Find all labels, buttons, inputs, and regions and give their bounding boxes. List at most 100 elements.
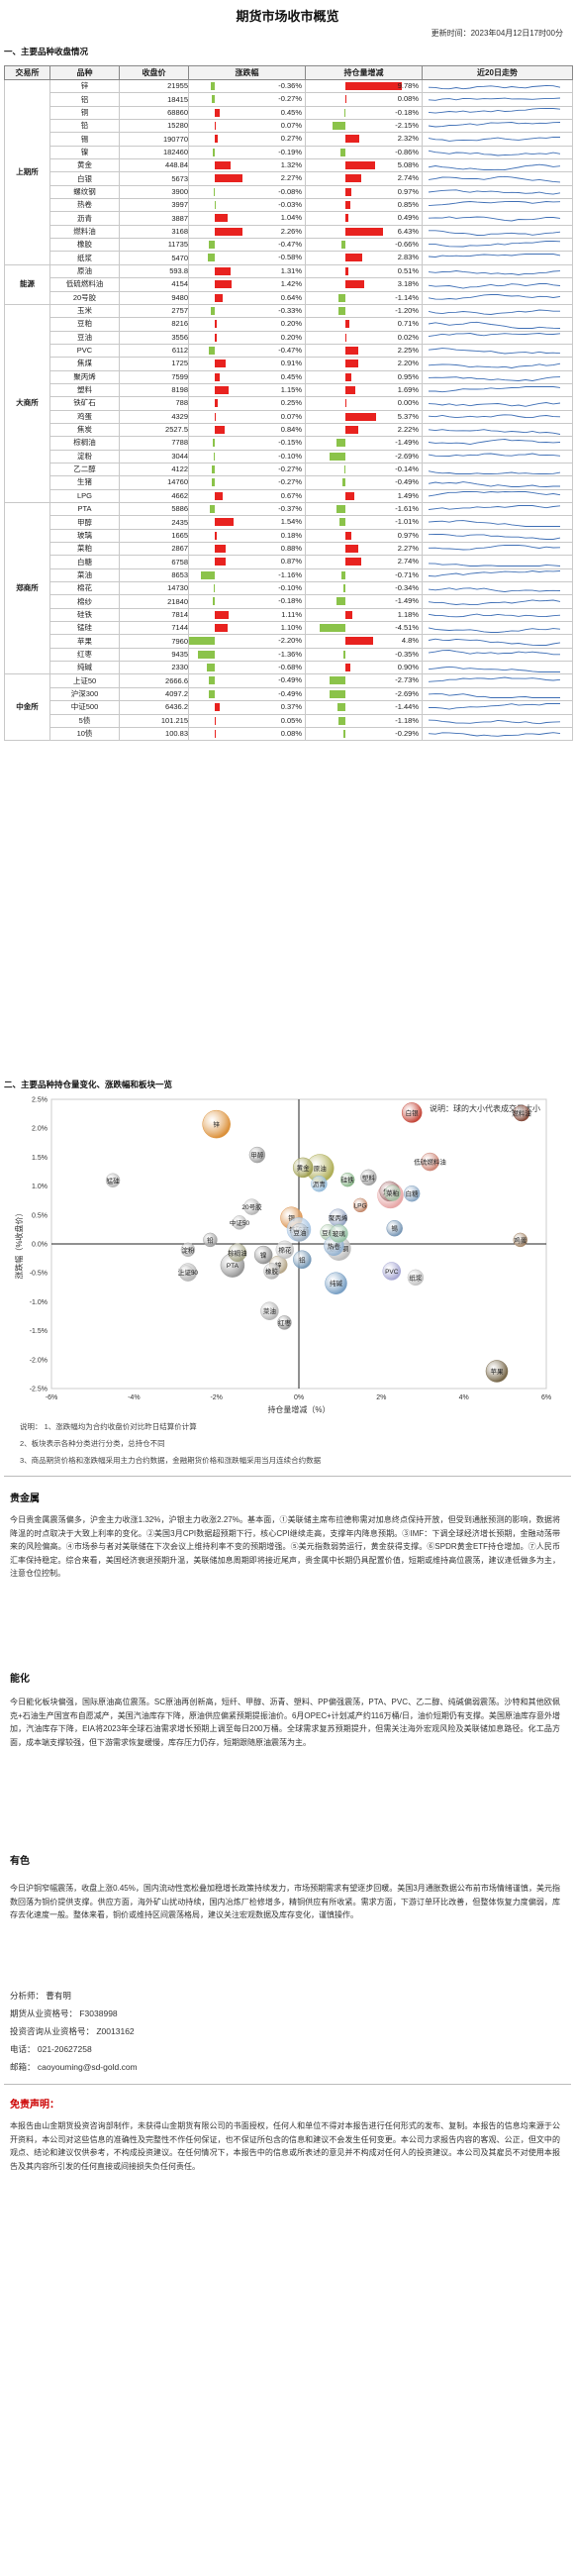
trend-cell <box>422 647 573 663</box>
close-price: 2757 <box>119 303 189 319</box>
change-bar <box>210 505 215 513</box>
trend-cell <box>422 634 573 649</box>
product-name: 玉米 <box>49 303 120 319</box>
change-value: 0.91% <box>280 359 302 368</box>
change-bar <box>215 531 218 540</box>
trend-cell <box>422 238 573 253</box>
change-bar <box>209 676 215 685</box>
bubble-chart: -6% -4% -2% 0% 2% 4% 6% 2.5% 2.0% 1.5% 1.0% 0.5% 0.0… <box>14 1097 551 1415</box>
x-tick-label: -2% <box>210 1394 222 1401</box>
metals-text: 今日贵金属震荡偏多，沪金主力收涨1.32%，沪银主力收涨2.27%。基本面，①美… <box>10 1515 560 1578</box>
oi-value: 0.51% <box>397 265 419 275</box>
y-tick-label: 2.5% <box>32 1097 48 1104</box>
bubble-label: 铝 <box>299 1255 306 1264</box>
bubble-label: 棕榈油 <box>228 1248 247 1257</box>
oi-cell: 2.83% <box>305 251 423 265</box>
change-value: 1.11% <box>281 609 302 619</box>
product-name: PTA <box>49 501 120 517</box>
change-bar <box>210 82 215 90</box>
change-value: -0.08% <box>278 186 302 196</box>
close-price: 6436.2 <box>119 700 189 715</box>
table-row: 塑料 8198 1.15% 1.69% <box>5 382 573 398</box>
change-cell: 0.25% <box>188 396 306 411</box>
oi-bar <box>345 545 359 554</box>
disclaimer-heading: 免责声明： <box>10 2100 59 2111</box>
change-bar <box>215 729 216 738</box>
table-row: 铁矿石 788 0.25% 0.00% <box>5 396 573 411</box>
bubble-label: 淀粉 <box>181 1245 195 1254</box>
change-value: -0.03% <box>278 200 302 210</box>
oi-value: -2.73% <box>395 675 419 685</box>
change-bar <box>215 558 226 567</box>
oi-bar <box>345 280 364 289</box>
change-bar <box>215 703 220 712</box>
y-tick-label: -1.5% <box>30 1328 48 1335</box>
change-cell: 0.84% <box>188 422 306 438</box>
trend-sparkline <box>428 731 561 737</box>
table-row: 锰硅 7144 1.10% -4.51% <box>5 621 573 636</box>
table-row: 玻璃 1665 0.18% 0.97% <box>5 528 573 544</box>
trend-line <box>428 294 561 300</box>
product-name: 豆粕 <box>49 317 120 332</box>
trend-sparkline <box>428 84 561 89</box>
oi-bar <box>345 372 351 381</box>
trend-cell <box>422 224 573 240</box>
change-cell: 0.45% <box>188 369 306 384</box>
change-value: -0.19% <box>278 147 302 156</box>
trend-line <box>428 599 561 606</box>
x-tick-label: 4% <box>459 1394 469 1401</box>
trend-line <box>428 254 561 258</box>
oi-value: 4.8% <box>401 636 419 646</box>
table-row: 橡胶 11735 -0.47% -0.66% <box>5 238 573 253</box>
col-header-product: 品种 <box>49 65 120 80</box>
product-name: 玻璃 <box>49 528 120 544</box>
trend-sparkline <box>428 414 561 419</box>
oi-cell: 0.97% <box>305 528 423 544</box>
table-row: 燃料油 3168 2.26% 6.43% <box>5 224 573 240</box>
trend-line <box>428 638 561 647</box>
oi-value: -1.61% <box>395 504 419 513</box>
oi-bar <box>345 491 354 500</box>
oi-value: -4.51% <box>395 623 419 633</box>
product-name: 棉花 <box>49 581 120 596</box>
bubble-label: 玻璃 <box>333 1229 346 1238</box>
trend-cell <box>422 594 573 609</box>
col-header-exchange: 交易所 <box>4 65 50 80</box>
trend-cell <box>422 700 573 715</box>
oi-cell: -0.66% <box>305 238 423 253</box>
change-cell: 0.07% <box>188 119 306 134</box>
table-row: 焦煤 1725 0.91% 2.20% <box>5 357 573 371</box>
table-row: 镍 182460 -0.19% -0.86% <box>5 145 573 160</box>
bubble-label: 低硫燃料油 <box>414 1158 446 1167</box>
change-cell: 1.32% <box>188 158 306 173</box>
table-row: 菜油 8653 -1.16% -0.71% <box>5 567 573 583</box>
change-bar <box>215 108 221 117</box>
trend-line <box>428 719 561 725</box>
table-row: 上期所锌 21955 -0.36% 9.78% <box>4 78 573 265</box>
product-name: 原油 <box>49 263 120 279</box>
product-name: 淀粉 <box>49 449 120 464</box>
close-price: 3168 <box>119 224 189 240</box>
change-bar <box>215 266 231 275</box>
product-name: 铝 <box>49 92 120 107</box>
product-name: 纯碱 <box>49 661 120 675</box>
trend-line <box>428 570 561 577</box>
bubble-label: 橡胶 <box>265 1267 279 1276</box>
section-title-2: 二、主要品种持仓量变化、涨跌幅和板块一览 <box>4 1080 173 1089</box>
product-name: 塑料 <box>49 382 120 398</box>
change-bar <box>213 439 215 448</box>
chart-note: 说明：球的大小代表成交量大小 <box>430 1103 540 1113</box>
table-header-row: 交易所 品种 收盘价 涨跌幅 持仓量增减 近20日走势 <box>4 65 573 80</box>
analyst-email[interactable]: 邮箱： caoyouming@sd-gold.com <box>10 2062 138 2072</box>
change-cell: 1.04% <box>188 211 306 226</box>
x-tick-label: -6% <box>46 1394 57 1401</box>
change-bar <box>215 161 232 170</box>
bubble-point <box>202 1109 231 1139</box>
note-3: 3、商品期货价格和涨跌幅采用主力合约数据，金融期货价格和涨跌幅采用当月连续合约数… <box>20 1456 322 1465</box>
change-bar <box>213 584 215 593</box>
trend-sparkline <box>428 309 560 315</box>
bubble-point <box>339 1172 355 1187</box>
trend-cell <box>422 567 573 583</box>
oi-cell: -1.49% <box>305 436 423 451</box>
table-row: 20号胶 9480 0.64% -1.14% <box>5 290 573 305</box>
